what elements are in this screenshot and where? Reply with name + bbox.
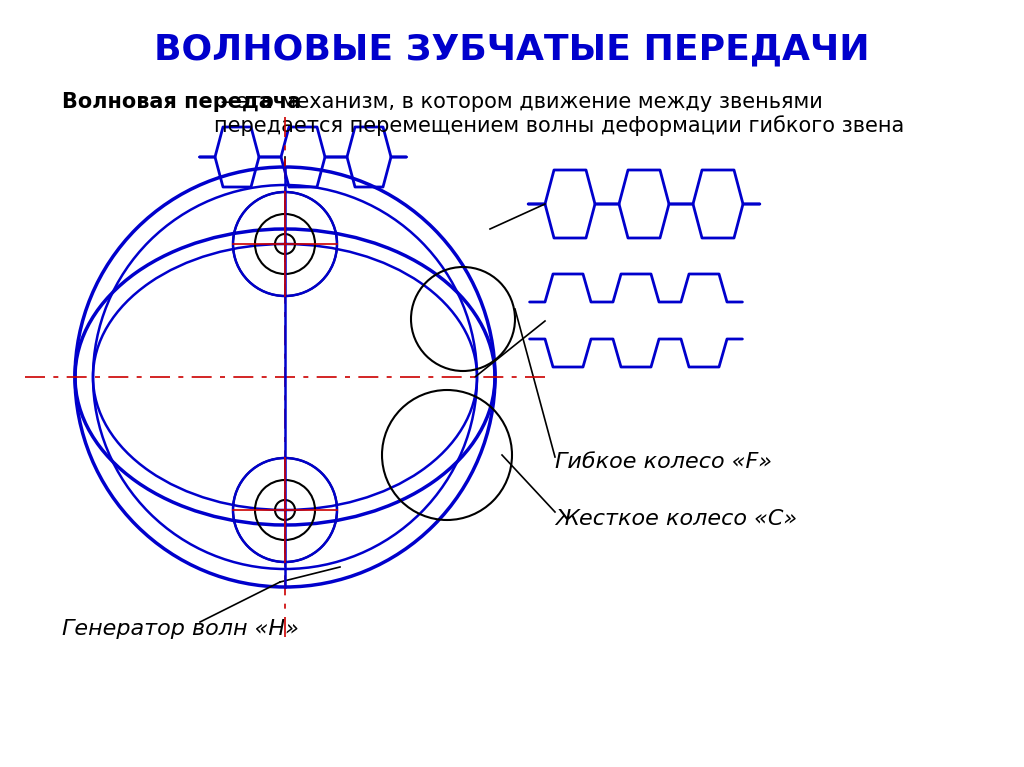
Text: Волновая передача: Волновая передача <box>62 92 301 112</box>
Text: Жесткое колесо «C»: Жесткое колесо «C» <box>555 509 797 529</box>
Text: Гибкое колесо «F»: Гибкое колесо «F» <box>555 452 772 472</box>
Text: ВОЛНОВЫЕ ЗУБЧАТЫЕ ПЕРЕДАЧИ: ВОЛНОВЫЕ ЗУБЧАТЫЕ ПЕРЕДАЧИ <box>155 32 869 66</box>
Text: Генератор волн «H»: Генератор волн «H» <box>62 619 299 639</box>
Text: – это механизм, в котором движение между звеньями
передается перемещением волны : – это механизм, в котором движение между… <box>214 92 904 137</box>
